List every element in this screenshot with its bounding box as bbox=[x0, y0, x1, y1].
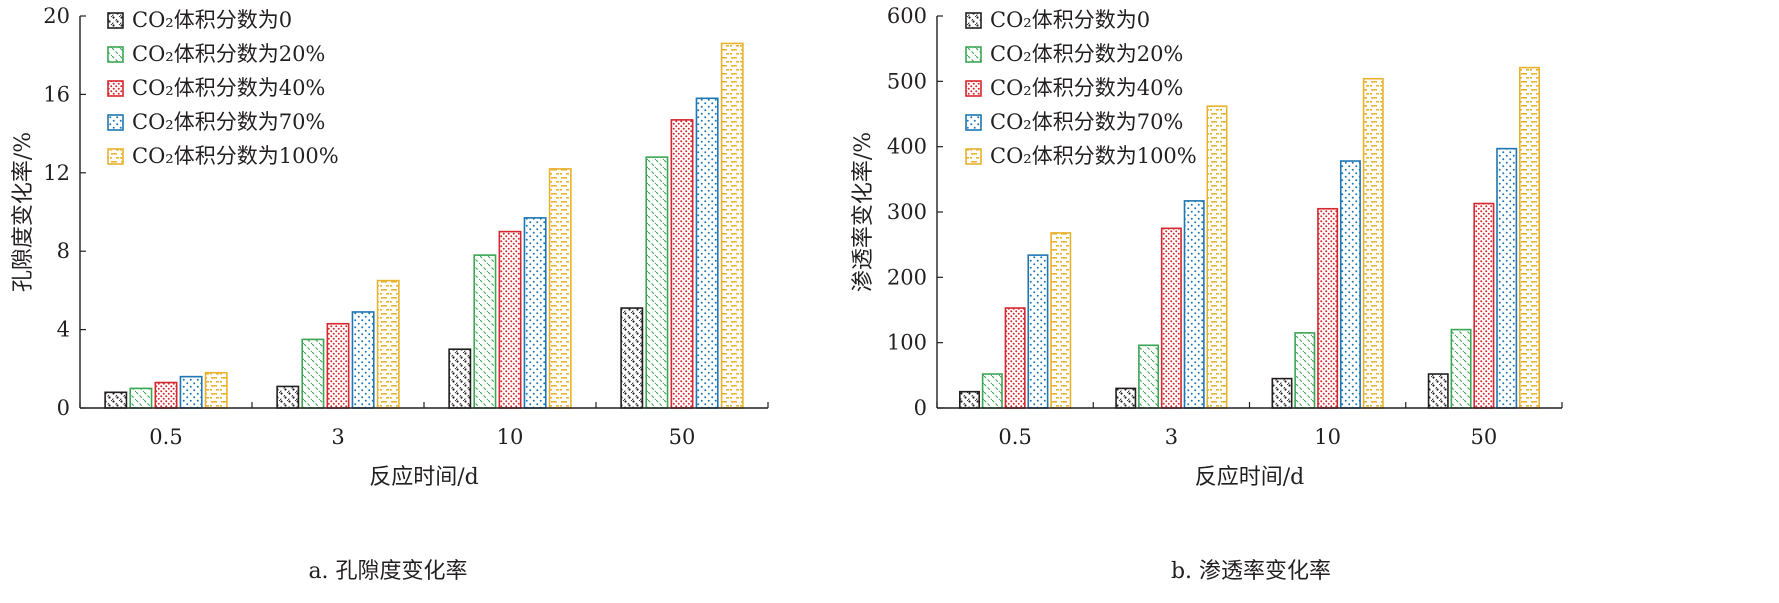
legend-swatch bbox=[965, 46, 982, 63]
bar-b-s1-c2 bbox=[1294, 332, 1316, 409]
x-tick-label: 3 bbox=[331, 425, 344, 449]
chart-caption: b. 渗透率变化率 bbox=[1171, 559, 1331, 584]
bar-b-s0-c3 bbox=[1427, 373, 1449, 409]
bar-a-s2-c1 bbox=[326, 322, 350, 409]
bar-b-s3-c1 bbox=[1183, 200, 1205, 409]
legend-label: CO₂体积分数为70% bbox=[990, 110, 1183, 134]
x-axis-title: 反应时间/d bbox=[369, 465, 479, 490]
y-axis-title: 孔隙度变化率/% bbox=[11, 132, 36, 292]
bar-b-s2-c1 bbox=[1160, 227, 1182, 409]
x-tick-label: 10 bbox=[1314, 425, 1341, 449]
bar-a-s0-c3 bbox=[620, 307, 644, 409]
bar-b-s2-c0 bbox=[1004, 307, 1026, 409]
y-tick-label: 4 bbox=[57, 318, 70, 342]
chart-caption: a. 孔隙度变化率 bbox=[308, 559, 467, 584]
chart-panel-a: 0 4 8 12 16 20 0.5 3 10 50 反应时间/d 孔隙度变化率/% a. 孔隙度变化率… bbox=[11, 4, 769, 584]
y-tick-label: 0 bbox=[914, 396, 927, 420]
bar-b-s1-c3 bbox=[1450, 328, 1472, 409]
chart-panel-b: 0 100 200 300 400 500 600 0.5 3 10 50 反应时间/d 渗透率变化率/… bbox=[851, 4, 1563, 584]
x-tick-label: 10 bbox=[497, 425, 524, 449]
bar-a-s2-c2 bbox=[498, 230, 522, 409]
legend-label: CO₂体积分数为20% bbox=[132, 42, 325, 66]
bar-a-s3-c2 bbox=[523, 217, 547, 409]
bar-a-s0-c2 bbox=[448, 348, 472, 409]
y-tick-label: 8 bbox=[57, 239, 70, 263]
bar-b-s4-c0 bbox=[1050, 232, 1072, 409]
bar-a-s1-c2 bbox=[473, 254, 497, 409]
bar-b-s0-c2 bbox=[1271, 377, 1293, 409]
bar-b-s3-c2 bbox=[1339, 160, 1361, 409]
bar-a-s2-c0 bbox=[154, 381, 178, 409]
bar-a-s2-c3 bbox=[670, 119, 694, 409]
bar-a-s3-c3 bbox=[695, 97, 719, 409]
legend-swatch bbox=[965, 148, 982, 165]
x-axis-title: 反应时间/d bbox=[1195, 465, 1305, 490]
bar-a-s4-c0 bbox=[204, 371, 228, 409]
bar-b-s4-c2 bbox=[1362, 77, 1384, 409]
bar-a-s1-c3 bbox=[645, 156, 669, 409]
y-tick-label: 200 bbox=[887, 265, 927, 289]
bar-b-s3-c0 bbox=[1027, 254, 1049, 409]
legend-label: CO₂体积分数为40% bbox=[132, 76, 325, 100]
bar-b-s0-c0 bbox=[959, 390, 980, 409]
y-tick-label: 500 bbox=[887, 69, 927, 93]
bar-a-s4-c1 bbox=[376, 279, 400, 409]
legend-label: CO₂体积分数为0 bbox=[132, 8, 292, 32]
y-axis-title: 渗透率变化率/% bbox=[851, 132, 876, 292]
bar-a-s4-c2 bbox=[548, 168, 572, 409]
bar-a-s4-c3 bbox=[720, 42, 744, 409]
bar-b-s1-c0 bbox=[981, 373, 1003, 409]
legend-swatch bbox=[965, 80, 982, 97]
bar-b-s4-c3 bbox=[1519, 66, 1540, 409]
bar-a-s3-c0 bbox=[179, 375, 203, 409]
y-tick-label: 600 bbox=[887, 4, 927, 28]
bar-a-s3-c1 bbox=[351, 311, 375, 409]
legend-swatch bbox=[107, 80, 124, 97]
bar-a-s1-c0 bbox=[129, 387, 153, 409]
bar-b-s3-c3 bbox=[1496, 147, 1518, 409]
x-tick-label: 3 bbox=[1165, 425, 1178, 449]
y-tick-label: 20 bbox=[43, 4, 70, 28]
legend-label: CO₂体积分数为20% bbox=[990, 42, 1183, 66]
legend-swatch bbox=[107, 46, 124, 63]
legend: CO₂体积分数为0 CO₂体积分数为20% CO₂体积分数为40% CO₂体积分数为7… bbox=[107, 8, 339, 168]
x-tick-label: 0.5 bbox=[998, 425, 1031, 449]
x-tick-label: 50 bbox=[1471, 425, 1498, 449]
y-tick-label: 12 bbox=[43, 161, 70, 185]
legend-swatch bbox=[107, 148, 124, 165]
bar-b-s1-c1 bbox=[1138, 344, 1160, 409]
legend-swatch bbox=[965, 12, 982, 29]
x-tick-label: 50 bbox=[669, 425, 696, 449]
legend-label: CO₂体积分数为0 bbox=[990, 8, 1150, 32]
bar-b-s0-c1 bbox=[1115, 387, 1137, 409]
bar-b-s2-c2 bbox=[1317, 207, 1339, 409]
legend-label: CO₂体积分数为40% bbox=[990, 76, 1183, 100]
bar-a-s0-c0 bbox=[104, 391, 128, 409]
legend-label: CO₂体积分数为70% bbox=[132, 110, 325, 134]
bar-b-s4-c1 bbox=[1206, 105, 1228, 409]
legend: CO₂体积分数为0 CO₂体积分数为20% CO₂体积分数为40% CO₂体积分数为7… bbox=[965, 8, 1197, 168]
legend-swatch bbox=[107, 12, 124, 29]
y-tick-label: 300 bbox=[887, 200, 927, 224]
legend-label: CO₂体积分数为100% bbox=[990, 144, 1197, 168]
x-tick-label: 0.5 bbox=[149, 425, 182, 449]
y-tick-label: 400 bbox=[887, 135, 927, 159]
bar-b-s2-c3 bbox=[1473, 202, 1495, 409]
bar-a-s1-c1 bbox=[301, 338, 325, 409]
legend-swatch bbox=[965, 114, 982, 131]
y-tick-label: 100 bbox=[887, 331, 927, 355]
bar-a-s0-c1 bbox=[276, 385, 300, 409]
y-tick-label: 0 bbox=[57, 396, 70, 420]
legend-swatch bbox=[107, 114, 124, 131]
y-tick-label: 16 bbox=[43, 82, 70, 106]
legend-label: CO₂体积分数为100% bbox=[132, 144, 339, 168]
